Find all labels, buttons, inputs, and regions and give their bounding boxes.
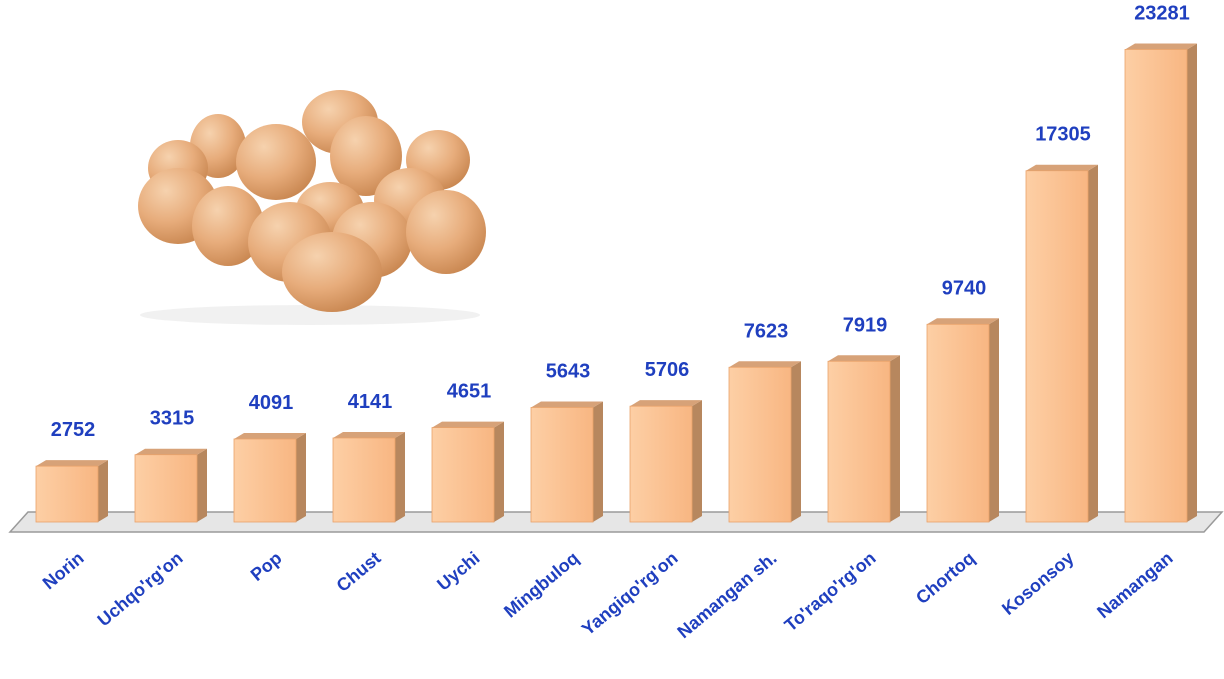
bar-8 <box>827 355 900 523</box>
bar-front <box>827 360 891 523</box>
category-label-9: Chortoq <box>912 548 978 608</box>
bar-top <box>729 361 801 368</box>
bar-11 <box>1124 43 1197 523</box>
category-label-5: Mingbuloq <box>500 548 583 622</box>
bar-5 <box>530 401 603 523</box>
category-label-8: To'raqo'rg'on <box>781 548 880 636</box>
bar-side <box>197 448 207 522</box>
bar-top <box>927 318 999 325</box>
bar-9 <box>926 318 999 523</box>
value-label-10: 17305 <box>1035 124 1091 146</box>
bar-front <box>233 438 297 523</box>
bar-front <box>134 454 198 523</box>
bar-6 <box>629 400 702 523</box>
bar-front <box>1025 170 1089 523</box>
category-label-1: Uchqo'rg'on <box>94 548 187 631</box>
bar-top <box>1125 43 1197 50</box>
eggs-picture <box>138 90 486 325</box>
bar-4 <box>431 421 504 523</box>
bar-front <box>728 366 792 523</box>
value-label-11: 23281 <box>1134 2 1190 24</box>
bar-7 <box>728 361 801 523</box>
category-label-7: Namangan sh. <box>673 548 780 642</box>
value-label-8: 7919 <box>843 314 888 336</box>
bar-top <box>432 421 504 428</box>
bar-top <box>630 400 702 407</box>
bar-top <box>531 401 603 408</box>
bar-side <box>395 431 405 522</box>
bar-side <box>98 460 108 522</box>
bar-side <box>593 401 603 522</box>
bar-side <box>692 400 702 522</box>
value-label-4: 4651 <box>447 381 492 403</box>
category-label-11: Namangan <box>1093 548 1176 622</box>
bar-front <box>332 437 396 523</box>
bar-front <box>926 323 990 523</box>
value-label-1: 3315 <box>150 408 195 430</box>
value-label-7: 7623 <box>744 320 789 342</box>
value-label-9: 9740 <box>942 277 987 299</box>
bar-front <box>431 427 495 523</box>
value-label-3: 4141 <box>348 391 393 413</box>
bar-top <box>828 355 900 362</box>
category-label-0: Norin <box>39 548 88 594</box>
bar-1 <box>134 448 207 523</box>
bar-top <box>234 432 306 439</box>
value-label-5: 5643 <box>546 360 591 382</box>
bar-front <box>35 465 99 523</box>
bar-10 <box>1025 164 1098 523</box>
bar-top <box>36 460 108 467</box>
bar-0 <box>35 460 108 523</box>
bar-front <box>1124 49 1188 523</box>
bar-side <box>1088 164 1098 523</box>
bar-side <box>791 361 801 522</box>
category-label-3: Chust <box>333 548 385 596</box>
bar-side <box>989 318 999 522</box>
bar-top <box>135 448 207 455</box>
bar-3 <box>332 431 405 523</box>
bar-front <box>530 407 594 523</box>
bar-side <box>494 421 504 522</box>
category-label-6: Yangiqo'rg'on <box>578 548 682 640</box>
chart-floor <box>8 511 1224 533</box>
category-label-4: Uychi <box>433 548 483 595</box>
bars-group <box>35 43 1197 523</box>
bar-2 <box>233 432 306 523</box>
value-label-0: 2752 <box>51 419 96 441</box>
bar-side <box>890 355 900 522</box>
bar-top <box>1026 164 1098 171</box>
bar-top <box>333 431 405 438</box>
category-label-2: Pop <box>247 548 286 585</box>
value-label-6: 5706 <box>645 359 690 381</box>
bar-side <box>1187 43 1197 523</box>
bar-side <box>296 432 306 522</box>
value-labels-group: 2752 3315 4091 4141 4651 5643 5706 7623 7919 9740… <box>51 2 1190 441</box>
category-labels-group: Norin Uchqo'rg'on Pop Chust Uychi MingbuloqYa… <box>39 548 1177 642</box>
category-label-10: Kosonsoy <box>998 548 1078 619</box>
value-label-2: 4091 <box>249 392 294 414</box>
bar-front <box>629 405 693 523</box>
